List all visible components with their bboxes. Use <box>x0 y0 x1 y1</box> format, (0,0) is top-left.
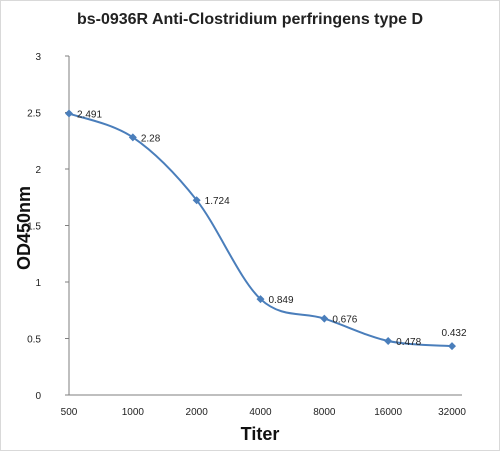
x-tick-label: 2000 <box>186 407 209 418</box>
y-axis-title: OD450nm <box>14 186 34 270</box>
data-point <box>256 295 265 304</box>
data-label: 2.491 <box>77 110 102 121</box>
data-label: 0.676 <box>332 315 357 326</box>
series-line <box>68 112 453 348</box>
y-tick-label: 2 <box>35 165 41 176</box>
data-markers <box>65 109 456 351</box>
data-label: 2.28 <box>141 133 161 144</box>
data-point <box>192 196 201 205</box>
y-tick-label: 2.5 <box>27 109 41 120</box>
data-point <box>384 336 393 345</box>
y-axis: 0 0.5 1 1.5 2 2.5 3 <box>27 52 69 402</box>
data-labels: 2.491 2.28 1.724 0.849 0.676 0.478 0.432 <box>77 110 467 348</box>
data-label: 0.478 <box>396 337 421 348</box>
data-point <box>65 109 73 118</box>
data-label: 0.432 <box>441 328 466 339</box>
x-tick-label: 1000 <box>122 407 145 418</box>
x-axis: 500 1000 2000 4000 8000 16000 32000 <box>61 407 467 418</box>
y-tick-label: 0 <box>35 391 41 402</box>
data-label: 0.849 <box>269 295 294 306</box>
x-tick-label: 32000 <box>438 407 466 418</box>
x-tick-label: 16000 <box>374 407 402 418</box>
data-point <box>320 314 329 323</box>
y-tick-label: 0.5 <box>27 335 41 346</box>
y-tick-label: 1 <box>35 278 41 289</box>
x-tick-label: 8000 <box>313 407 336 418</box>
data-point <box>448 342 456 351</box>
data-label: 1.724 <box>205 196 230 207</box>
y-tick-label: 3 <box>35 52 41 63</box>
data-point <box>128 133 137 142</box>
x-tick-label: 500 <box>61 407 78 418</box>
chart-title: bs-0936R Anti-Clostridium perfringens ty… <box>77 11 423 28</box>
x-tick-label: 4000 <box>249 407 272 418</box>
y-tick-label: 1.5 <box>27 222 41 233</box>
x-axis-title: Titer <box>241 424 280 444</box>
